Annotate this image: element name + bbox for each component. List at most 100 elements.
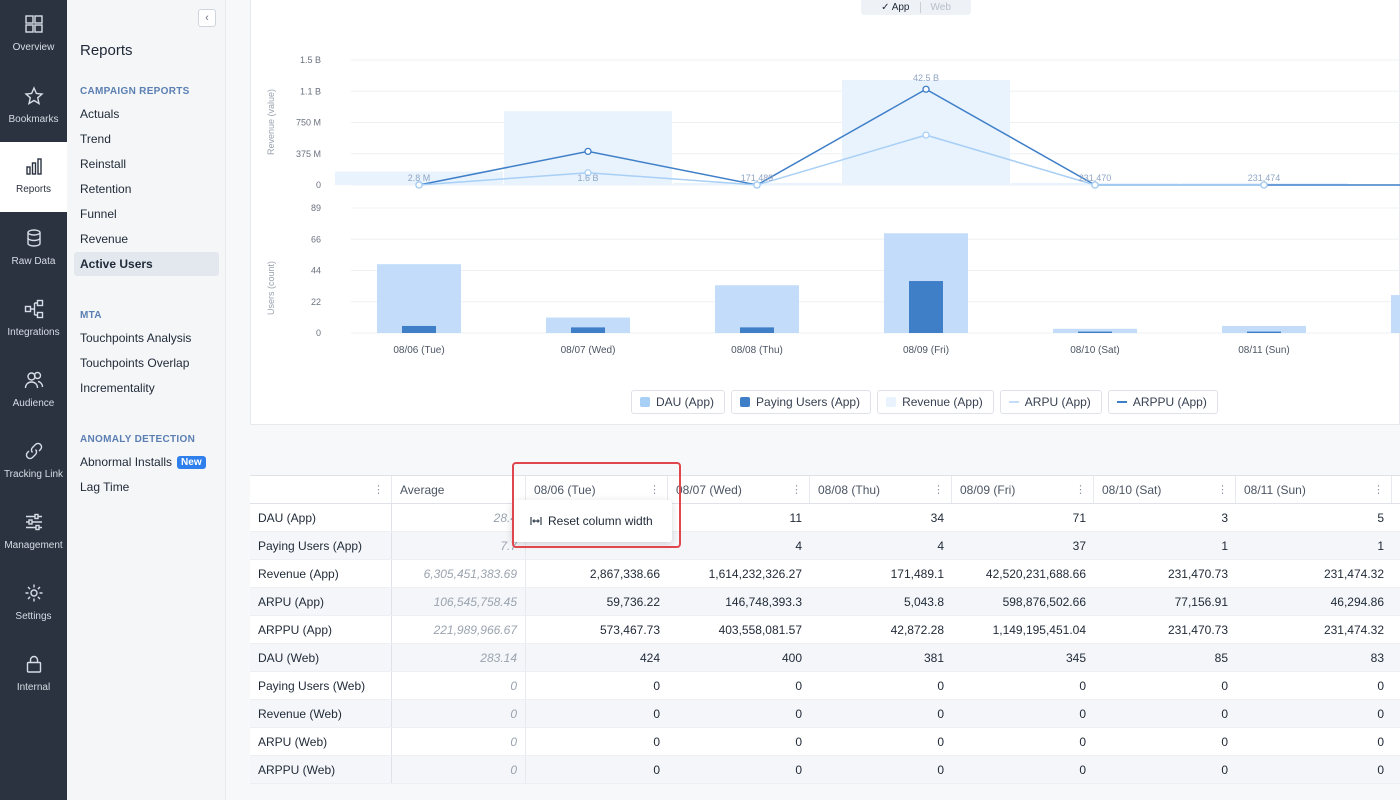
- legend-paying-users-app[interactable]: Paying Users (App): [731, 390, 872, 414]
- y-axis-label: Revenue (value): [266, 89, 276, 155]
- rail-label: Management: [4, 540, 63, 551]
- rail-item-bookmarks[interactable]: Bookmarks: [0, 72, 67, 142]
- row-label: DAU (App): [250, 504, 392, 531]
- y-axis-label: Users (count): [266, 261, 276, 315]
- column-menu-icon[interactable]: ⋮: [373, 484, 384, 496]
- header-cell-average[interactable]: Average ⋮: [392, 476, 526, 503]
- value-cell: 146,748,393.3: [725, 594, 802, 609]
- y-tick-label: 750 M: [296, 118, 321, 128]
- column-menu-icon[interactable]: ⋮: [649, 484, 660, 496]
- rail-item-raw-data[interactable]: Raw Data: [0, 214, 67, 284]
- link-icon: [25, 442, 42, 460]
- nav-item-trend[interactable]: Trend: [80, 132, 111, 146]
- data-label: 231,470: [1079, 173, 1112, 183]
- header-cell-date[interactable]: 08/06 (Tue) ⋮: [526, 476, 668, 503]
- rail-item-reports[interactable]: Reports: [0, 142, 67, 212]
- column-menu-icon[interactable]: ⋮: [1373, 484, 1384, 496]
- average-cell: 28.4: [392, 504, 526, 531]
- header-cell-date[interactable]: 08/10 (Sat) ⋮: [1094, 476, 1236, 503]
- column-menu-icon[interactable]: ⋮: [791, 484, 802, 496]
- nav-item-revenue[interactable]: Revenue: [80, 232, 129, 246]
- dau-bar: [715, 285, 799, 333]
- dau-bar: [546, 317, 630, 333]
- value-cell: 2,867,338.66: [589, 566, 660, 581]
- value-cell: 0: [1377, 706, 1384, 721]
- main-content: ✓ App Web 0 375 M 750 M 1.1 B 1.5 B 0 22 44 66 89…: [226, 0, 1400, 800]
- data-label: 231,474: [1248, 173, 1281, 183]
- data-label: 2.8 M: [408, 173, 431, 183]
- header-cell-date[interactable]: 08/07 (Wed) ⋮: [668, 476, 810, 503]
- table-row: ARPU (App) 106,545,758.45 59,736.22 146,748…: [250, 588, 1400, 616]
- nav-item-touchpoints-overlap[interactable]: Touchpoints Overlap: [80, 356, 190, 370]
- rail-item-audience[interactable]: Audience: [0, 356, 67, 426]
- value-cell: 231,474.32: [1323, 622, 1384, 637]
- legend-swatch: [886, 397, 897, 407]
- value-cell: 11: [789, 510, 802, 525]
- header-label: Average: [400, 482, 445, 497]
- column-context-menu[interactable]: Reset column width: [512, 500, 672, 542]
- header-cell-date[interactable]: 08/09 (Fri) ⋮: [952, 476, 1094, 503]
- value-cell: 0: [1221, 762, 1228, 777]
- column-menu-icon[interactable]: ⋮: [507, 484, 518, 496]
- legend-label: ARPU (App): [1024, 395, 1091, 409]
- table-row: Revenue (App) 6,305,451,383.69 2,867,338.6…: [250, 560, 1400, 588]
- nav-item-abnormal-installs[interactable]: Abnormal Installs New: [74, 450, 219, 474]
- table-row: DAU (App) 28.4 11 34 71 3 5: [250, 504, 1400, 532]
- nav-item-funnel[interactable]: Funnel: [80, 207, 117, 221]
- nav-item-retention[interactable]: Retention: [80, 182, 132, 196]
- rail-item-internal[interactable]: Internal: [0, 640, 67, 710]
- value-cell: 400: [781, 650, 802, 665]
- platform-toggle[interactable]: ✓ App Web: [861, 0, 971, 15]
- line-point: [1091, 181, 1099, 189]
- users-icon: [24, 371, 43, 389]
- nav-item-reinstall[interactable]: Reinstall: [80, 157, 127, 171]
- column-menu-icon[interactable]: ⋮: [933, 484, 944, 496]
- legend-label: Revenue (App): [902, 395, 983, 409]
- data-label: 171,489: [741, 173, 774, 183]
- value-cell: 231,474.32: [1323, 566, 1384, 581]
- header-cell-date[interactable]: 08/08 (Thu) ⋮: [810, 476, 952, 503]
- reset-column-width-option[interactable]: Reset column width: [548, 514, 653, 528]
- nav-item-active-users[interactable]: Active Users: [74, 252, 219, 276]
- legend-arpu-app[interactable]: ARPU (App): [999, 390, 1102, 414]
- nav-item-lag-time[interactable]: Lag Time: [80, 480, 130, 494]
- nav-item-actuals[interactable]: Actuals: [80, 107, 120, 121]
- value-cell: 0: [653, 706, 660, 721]
- value-cell: 59,736.22: [606, 594, 660, 609]
- legend-label: DAU (App): [656, 395, 715, 409]
- collapse-sidebar-button[interactable]: ‹: [198, 9, 216, 27]
- rail-item-management[interactable]: Management: [0, 498, 67, 568]
- header-cell-metric[interactable]: ⋮: [250, 476, 392, 503]
- rail-item-overview[interactable]: Overview: [0, 0, 67, 70]
- value-cell: 1: [1221, 538, 1228, 553]
- legend-dau-app[interactable]: DAU (App): [631, 390, 726, 414]
- legend-arppu-app[interactable]: ARPPU (App): [1107, 390, 1218, 414]
- toggle-app[interactable]: ✓ App: [881, 2, 910, 13]
- column-menu-icon[interactable]: ⋮: [1075, 484, 1086, 496]
- row-label: Revenue (App): [250, 560, 392, 587]
- line-point: [922, 85, 930, 93]
- nav-item-incrementality[interactable]: Incrementality: [80, 381, 155, 395]
- rail-label: Settings: [15, 611, 52, 622]
- y-tick-label: 89: [311, 203, 321, 213]
- value-cell: 83: [1370, 650, 1384, 665]
- rail-item-integrations[interactable]: Integrations: [0, 285, 67, 355]
- rail-item-tracking-link[interactable]: Tracking Link: [0, 427, 67, 497]
- rail-item-settings[interactable]: Settings: [0, 569, 67, 639]
- value-cell: 0: [1079, 678, 1086, 693]
- column-menu-icon[interactable]: ⋮: [1217, 484, 1228, 496]
- legend-revenue-app[interactable]: Revenue (App): [877, 390, 994, 414]
- table-row: DAU (Web) 283.14 424 400 381 345 85 83: [250, 644, 1400, 672]
- x-tick-label: 08/07 (Wed): [561, 345, 616, 356]
- nav-item-touchpoints-analysis[interactable]: Touchpoints Analysis: [80, 331, 192, 345]
- toggle-web[interactable]: Web: [930, 2, 951, 13]
- row-label: ARPPU (Web): [250, 756, 392, 783]
- data-label: 1.6 B: [577, 173, 598, 183]
- rail-label: Audience: [12, 398, 55, 409]
- line-point: [1260, 181, 1268, 189]
- value-cell: 0: [795, 762, 802, 777]
- table-body: DAU (App) 28.4 11 34 71 3 5 Paying Users (App) 7…: [250, 504, 1400, 784]
- header-label: 08/06 (Tue): [534, 482, 596, 497]
- gear-icon: [25, 584, 42, 602]
- header-cell-date[interactable]: 08/11 (Sun) ⋮: [1236, 476, 1392, 503]
